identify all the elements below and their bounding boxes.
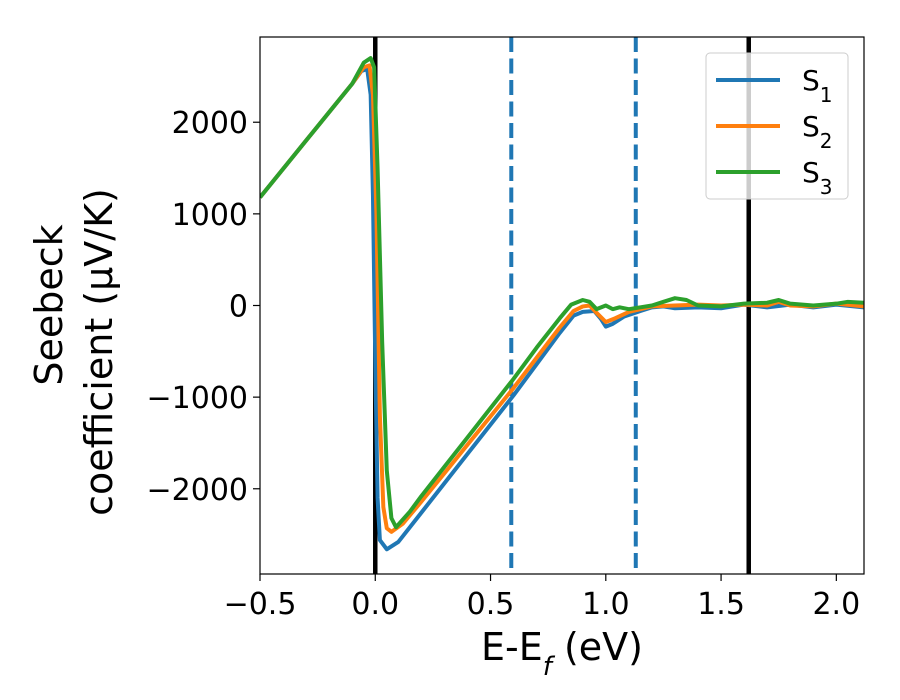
legend-label-1: S1 — [802, 64, 833, 107]
legend-label-3: S3 — [802, 156, 833, 199]
x-tick-label: 0.0 — [351, 587, 399, 622]
legend-label-2: S2 — [802, 110, 833, 153]
y-axis-label-line1: Seebeck — [27, 224, 71, 385]
y-tick-label: 0 — [229, 290, 248, 325]
y-tick-label: 1000 — [172, 198, 248, 233]
x-tick-label: 1.5 — [697, 587, 745, 622]
x-tick-label: 2.0 — [812, 587, 860, 622]
series-line-3 — [260, 56, 864, 530]
x-axis-ticks: −0.5 0.0 0.5 1.0 1.5 2.0 — [224, 574, 860, 622]
y-tick-label: 2000 — [172, 106, 248, 141]
y-axis-label-line2: coefficient (μV/K) — [77, 188, 121, 516]
y-tick-label: −2000 — [147, 473, 248, 508]
x-axis-label: E-Ef (eV) — [481, 625, 643, 682]
series-lines — [260, 56, 864, 552]
y-tick-label: −1000 — [147, 381, 248, 416]
y-axis-ticks: −2000 −1000 0 1000 2000 — [147, 106, 260, 508]
x-tick-label: 1.0 — [582, 587, 630, 622]
x-tick-label: 0.5 — [467, 587, 515, 622]
x-tick-label: −0.5 — [224, 587, 297, 622]
